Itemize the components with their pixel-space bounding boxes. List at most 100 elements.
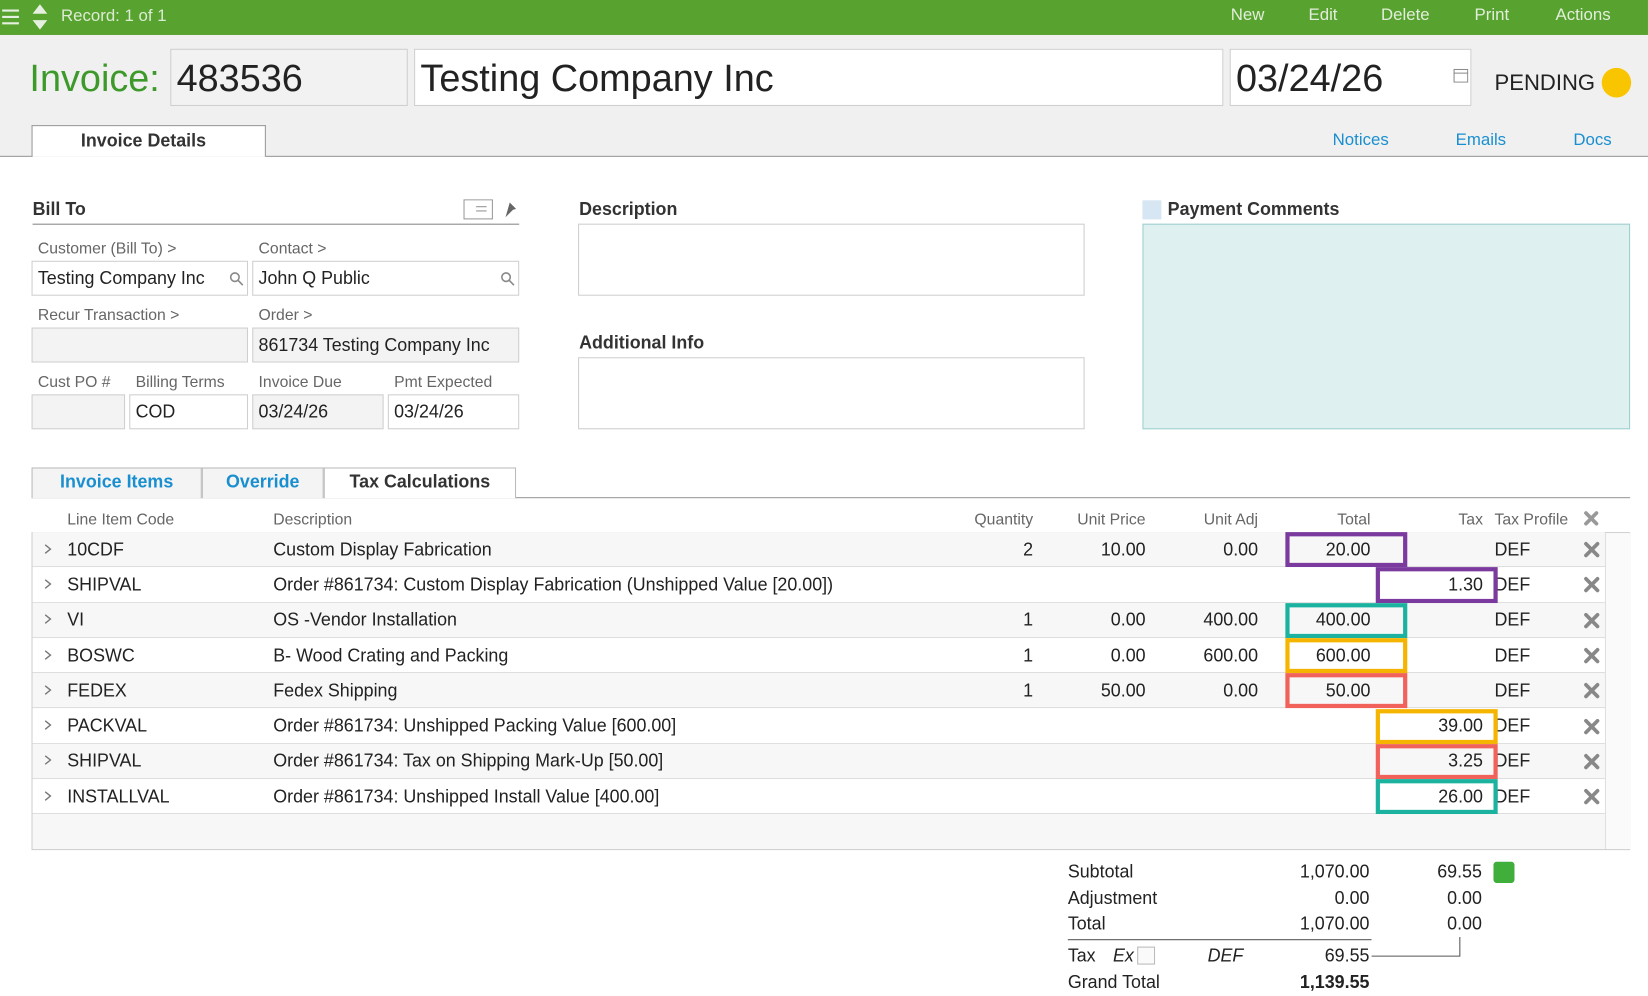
field-input[interactable] (387, 394, 520, 430)
menu-icon[interactable] (2, 6, 21, 27)
cell: DEF (1494, 715, 1531, 736)
column-header: Unit Adj (1203, 510, 1259, 529)
delete-icon[interactable] (1583, 612, 1599, 629)
field-input[interactable] (31, 327, 249, 363)
table-row[interactable] (32, 602, 1605, 639)
invoice-number-box[interactable] (170, 48, 408, 106)
invoice-date: 03/24/26 (1235, 56, 1384, 100)
table-row[interactable] (32, 708, 1605, 744)
toolbar (0, 0, 1648, 35)
cell: 1.30 (1448, 574, 1483, 595)
delete-icon[interactable] (1583, 753, 1599, 770)
section-title: Payment Comments (1167, 199, 1340, 220)
field-input[interactable] (31, 394, 126, 430)
delete-icon[interactable] (1583, 683, 1599, 699)
company-name: Testing Company Inc (420, 56, 774, 100)
bill-to-icons[interactable] (463, 199, 521, 220)
summary-label: Subtotal (1067, 861, 1134, 882)
table-row[interactable] (32, 673, 1605, 709)
tab-active[interactable] (31, 125, 266, 157)
toolbar-action[interactable]: Print (1474, 6, 1510, 25)
expand-icon[interactable] (43, 578, 54, 591)
status: PENDING (1494, 70, 1596, 95)
tab[interactable]: Invoice Details (80, 130, 207, 151)
cell: Order #861734: Custom Display Fabricatio… (273, 574, 834, 595)
toolbar-action[interactable]: Edit (1308, 6, 1338, 25)
cell: 20.00 (1325, 539, 1371, 560)
table-row[interactable] (32, 779, 1605, 815)
invoice-number: 483536 (176, 56, 303, 100)
expand-icon[interactable] (43, 613, 54, 626)
payment-comments-box[interactable] (1142, 223, 1631, 430)
expand-icon[interactable] (43, 789, 54, 802)
item-tab-label[interactable]: Tax Calculations (349, 471, 491, 492)
item-tab[interactable] (31, 467, 202, 499)
field-input[interactable] (252, 394, 384, 430)
delete-icon[interactable] (1583, 789, 1599, 805)
toolbar-action[interactable]: Delete (1381, 6, 1430, 25)
refresh-icon[interactable] (1493, 861, 1515, 883)
column-header: Unit Price (1077, 510, 1146, 529)
section-title: Bill To (32, 199, 86, 220)
cell: PACKVAL (67, 715, 148, 736)
cell: DEF (1494, 609, 1531, 630)
cell: 1 (1023, 680, 1034, 701)
cell: VI (67, 609, 85, 630)
grand-total-amount: 1,139.55 (1299, 972, 1370, 993)
expand-icon[interactable] (43, 684, 54, 697)
column-header: Tax Profile (1494, 510, 1569, 529)
table-row[interactable] (32, 638, 1605, 674)
item-tab[interactable] (201, 467, 324, 499)
items-tab-rule (31, 497, 1631, 499)
delete-icon[interactable] (1583, 647, 1599, 664)
item-tab-label[interactable]: Invoice Items (60, 471, 174, 492)
expand-icon[interactable] (43, 648, 54, 661)
grand-total-label: Grand Total (1067, 972, 1160, 993)
cell: 0.00 (1110, 609, 1146, 630)
delete-icon[interactable] (1583, 542, 1599, 558)
tax-label: Tax (1067, 945, 1096, 966)
expand-icon[interactable] (43, 754, 54, 767)
expand-icon[interactable] (43, 542, 54, 555)
cell: 0.00 (1223, 680, 1259, 701)
column-header: Quantity (974, 510, 1034, 529)
field-input[interactable] (252, 260, 520, 296)
highlight-box (1285, 673, 1408, 709)
expand-icon[interactable] (43, 719, 54, 732)
cell: DEF (1494, 750, 1531, 772)
toolbar-action[interactable]: Actions (1555, 6, 1611, 25)
field-label: Cust PO # (37, 372, 111, 391)
table-row[interactable] (32, 567, 1605, 603)
field-input[interactable] (252, 327, 520, 363)
record-arrows[interactable] (32, 3, 49, 31)
cell: 400.00 (1315, 609, 1371, 630)
company-box[interactable] (414, 48, 1224, 106)
table-row[interactable] (32, 532, 1605, 568)
link[interactable]: Emails (1455, 131, 1507, 150)
search-icon[interactable] (229, 271, 244, 286)
field-input[interactable] (129, 394, 249, 430)
item-tab[interactable] (323, 467, 517, 499)
section-title: Description (579, 199, 678, 220)
link[interactable]: Notices (1332, 131, 1389, 150)
description-box[interactable] (578, 223, 1085, 296)
link[interactable]: Docs (1573, 131, 1612, 150)
search-icon[interactable] (500, 271, 515, 286)
cell: Order #861734: Tax on Shipping Mark-Up [… (273, 750, 664, 772)
field-input[interactable] (31, 260, 249, 296)
summary-tax: 0.00 (1447, 913, 1482, 934)
toolbar-action[interactable]: New (1230, 6, 1265, 25)
field-label: Contact > (258, 239, 327, 258)
scrollbar[interactable] (1604, 533, 1631, 850)
field-label: Pmt Expected (394, 372, 493, 391)
delete-icon[interactable] (1584, 511, 1599, 526)
additional-info-box[interactable] (578, 357, 1085, 430)
calendar-icon[interactable] (1453, 68, 1469, 83)
add-icon[interactable] (1142, 200, 1162, 220)
table-row[interactable] (32, 743, 1605, 780)
delete-icon[interactable] (1583, 577, 1599, 593)
tax-exempt-checkbox[interactable] (1137, 946, 1156, 965)
delete-icon[interactable] (1583, 718, 1599, 734)
date-box[interactable] (1229, 48, 1472, 106)
item-tab-label[interactable]: Override (225, 471, 300, 492)
